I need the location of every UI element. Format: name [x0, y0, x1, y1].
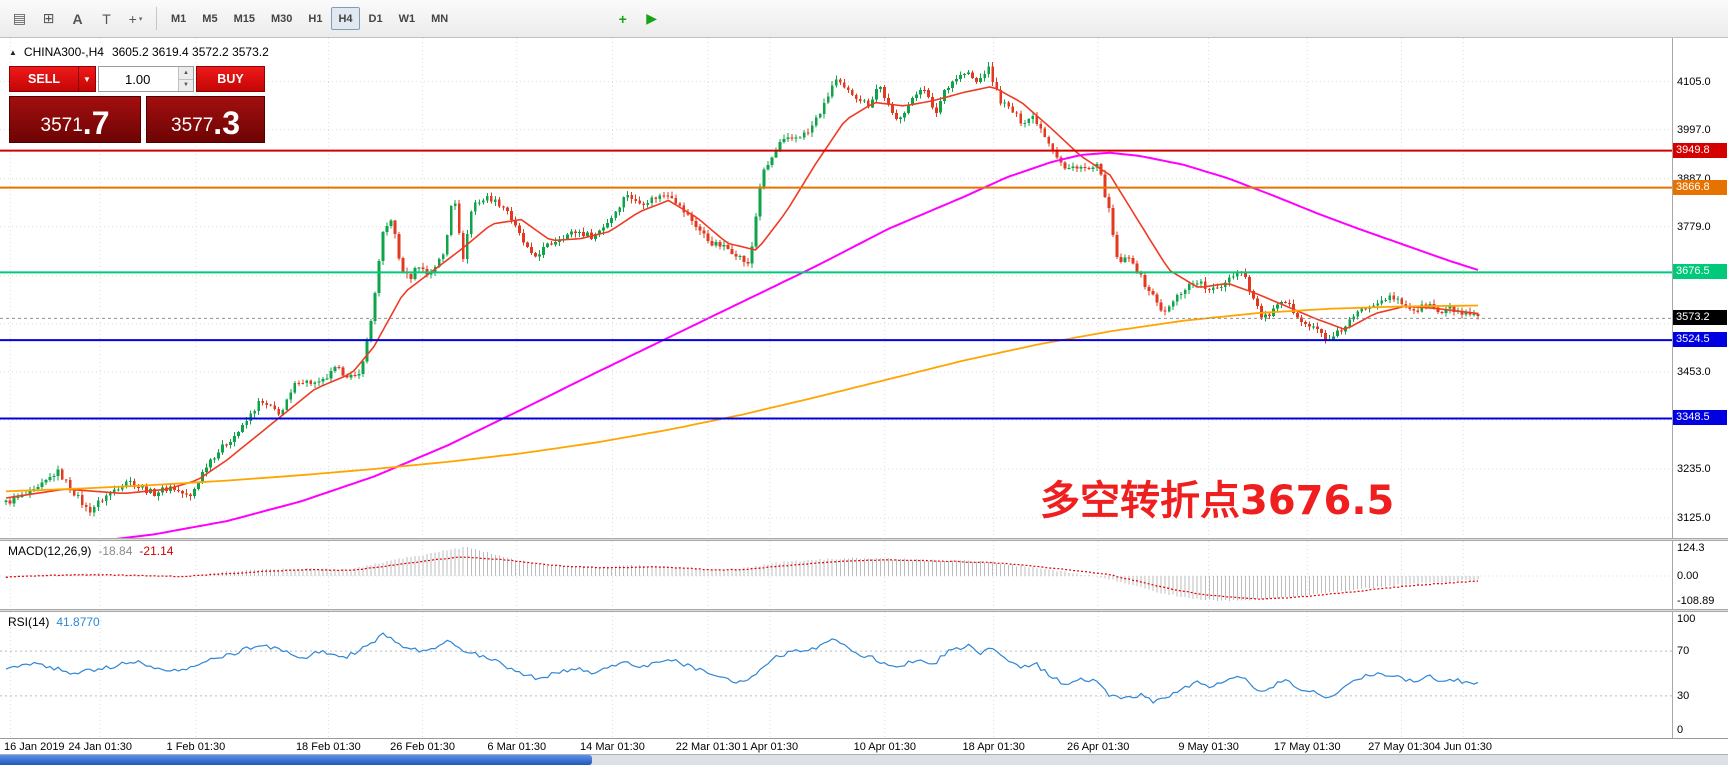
time-label: 1 Feb 01:30	[166, 741, 226, 753]
toolbar-icon-group: ▤ ⊞ A T + ▾	[5, 6, 150, 31]
buy-price-main: 3577	[171, 115, 214, 136]
macd-tick-label: -108.89	[1677, 595, 1715, 607]
time-label: 26 Apr 01:30	[1067, 741, 1130, 753]
macd-tick-label: 0.00	[1677, 570, 1699, 582]
rsi-tick-label: 70	[1677, 645, 1690, 657]
price-tick-label: 3779.0	[1677, 221, 1711, 233]
buy-price-display[interactable]: 3577.3	[146, 96, 265, 143]
time-label: 14 Mar 01:30	[580, 741, 645, 753]
timeframe-M30[interactable]: M30	[270, 12, 293, 25]
time-label: 9 May 01:30	[1178, 741, 1239, 753]
status-bar	[0, 754, 1728, 765]
time-label: 24 Jan 01:30	[68, 741, 133, 753]
chart-title: ▲ CHINA300-,H4 3605.2 3619.4 3572.2 3573…	[9, 45, 269, 59]
chart-grid-icon[interactable]: ⊞	[42, 10, 55, 26]
time-label: 16 Jan 2019	[4, 741, 65, 753]
macd-panel[interactable]: 124.3 0.00 -108.89 MACD(12,26,9) -18.84 -21.…	[0, 541, 1728, 609]
price-chart-panel[interactable]: 4105.0 3997.0 3887.0 3779.0 3453.0 3235.0 3125…	[0, 38, 1728, 538]
rsi-axis-border	[1672, 612, 1673, 738]
price-axis-border	[1672, 38, 1673, 538]
rsi-value: 41.8770	[56, 615, 100, 629]
timeframe-M1[interactable]: M1	[171, 12, 187, 25]
volume-field[interactable]: 1.00 ▲ ▼	[98, 66, 194, 92]
autotrading-icon[interactable]: ▶	[646, 10, 658, 26]
macd-main-value: -18.84	[98, 544, 133, 558]
chart-ohlc-values: 3605.2 3619.4 3572.2 3573.2	[111, 45, 269, 59]
time-label: 4 Jun 01:30	[1434, 741, 1493, 753]
time-label: 6 Mar 01:30	[487, 741, 547, 753]
chart-annotation-text[interactable]: 多空转折点3676.5	[1040, 478, 1395, 524]
price-tick-label: 3235.0	[1677, 463, 1711, 475]
crosshair-icon[interactable]: + ▾	[128, 10, 143, 27]
time-label: 10 Apr 01:30	[853, 741, 916, 753]
taskbar-button[interactable]	[0, 755, 592, 765]
time-label: 22 Mar 01:30	[675, 741, 741, 753]
new-order-icon[interactable]: +	[618, 10, 627, 27]
macd-name: MACD(12,26,9)	[8, 544, 92, 558]
price-tick-label: 3125.0	[1677, 512, 1711, 524]
timeframe-M5[interactable]: M5	[202, 12, 218, 25]
sell-options-dropdown[interactable]: ▼	[79, 66, 96, 92]
timeframe-MN[interactable]: MN	[431, 12, 449, 25]
sell-price-pips: .7	[82, 105, 110, 141]
rsi-canvas[interactable]	[0, 612, 1672, 738]
macd-axis-border	[1672, 541, 1673, 609]
price-tag-3524.5: 3524.5	[1673, 332, 1727, 347]
chart-symbol-period: CHINA300-,H4	[23, 45, 104, 59]
chart-window-icon[interactable]: ▤	[12, 10, 27, 26]
macd-signal-value: -21.14	[139, 544, 174, 558]
rsi-tick-label: 30	[1677, 690, 1690, 702]
time-label: 1 Apr 01:30	[741, 741, 799, 753]
rsi-tick-label: 0	[1677, 724, 1684, 736]
timeframe-M15[interactable]: M15	[233, 12, 255, 25]
price-tag-3866.8: 3866.8	[1673, 180, 1727, 195]
buy-button[interactable]: BUY	[196, 66, 265, 92]
price-tick-label: 4105.0	[1677, 76, 1711, 88]
sell-price-display[interactable]: 3571.7	[9, 96, 141, 143]
spin-up-icon[interactable]: ▲	[179, 67, 193, 80]
price-tick-label: 3887.0	[1677, 173, 1711, 185]
time-label: 27 May 01:30	[1368, 741, 1435, 753]
text-label-icon[interactable]: A	[72, 10, 83, 27]
time-label: 18 Apr 01:30	[962, 741, 1025, 753]
price-tag-3348.5: 3348.5	[1673, 410, 1727, 425]
macd-tick-label: 124.3	[1677, 542, 1705, 554]
price-chart-canvas[interactable]	[0, 38, 1672, 538]
rsi-tick-label: 100	[1677, 613, 1696, 625]
panel-splitter-macd[interactable]	[0, 538, 1728, 541]
time-label: 18 Feb 01:30	[295, 741, 361, 753]
toolbar-extra-group: + ▶	[608, 6, 666, 31]
rsi-name: RSI(14)	[8, 615, 50, 629]
rsi-label: RSI(14) 41.8770	[8, 615, 100, 629]
rsi-panel[interactable]: 100 70 30 0 RSI(14) 41.8770	[0, 612, 1728, 738]
volume-value[interactable]: 1.00	[125, 71, 151, 87]
timeframe-D1[interactable]: D1	[368, 12, 383, 25]
one-click-collapse-icon[interactable]: ▲	[9, 47, 17, 57]
volume-stepper[interactable]: ▲ ▼	[178, 67, 193, 91]
sell-price-main: 3571	[40, 115, 83, 136]
spin-down-icon[interactable]: ▼	[183, 82, 189, 89]
text-box-icon[interactable]: T	[102, 10, 111, 27]
buy-price-pips: .3	[213, 105, 240, 141]
time-label: 26 Feb 01:30	[390, 741, 455, 753]
dropdown-caret-icon: ▾	[138, 15, 143, 23]
timeframe-toolbar: M1 M5 M15 M30 H1 H4 D1 W1 MN	[163, 7, 456, 30]
time-axis[interactable]: 16 Jan 2019 24 Jan 01:30 1 Feb 01:30 18 Feb…	[0, 738, 1728, 754]
price-tag-3676.5: 3676.5	[1673, 264, 1727, 279]
macd-canvas[interactable]	[0, 541, 1672, 609]
price-tag-3573.2: 3573.2	[1673, 310, 1727, 325]
price-tick-label: 3453.0	[1677, 366, 1711, 378]
panel-splitter-rsi[interactable]	[0, 609, 1728, 612]
sell-button[interactable]: SELL	[9, 66, 79, 92]
timeframe-W1[interactable]: W1	[398, 12, 416, 25]
toolbar-separator	[156, 7, 157, 30]
price-tick-label: 3997.0	[1677, 124, 1711, 136]
macd-label: MACD(12,26,9) -18.84 -21.14	[8, 544, 173, 558]
timeframe-H4[interactable]: H4	[331, 7, 360, 30]
time-label: 17 May 01:30	[1273, 741, 1341, 753]
main-toolbar: ▤ ⊞ A T + ▾ M1 M5 M15 M30 H1 H4 D1 W1 MN + ▶	[0, 0, 1728, 38]
timeframe-H1[interactable]: H1	[308, 12, 323, 25]
price-tag-3949.8: 3949.8	[1673, 143, 1727, 158]
